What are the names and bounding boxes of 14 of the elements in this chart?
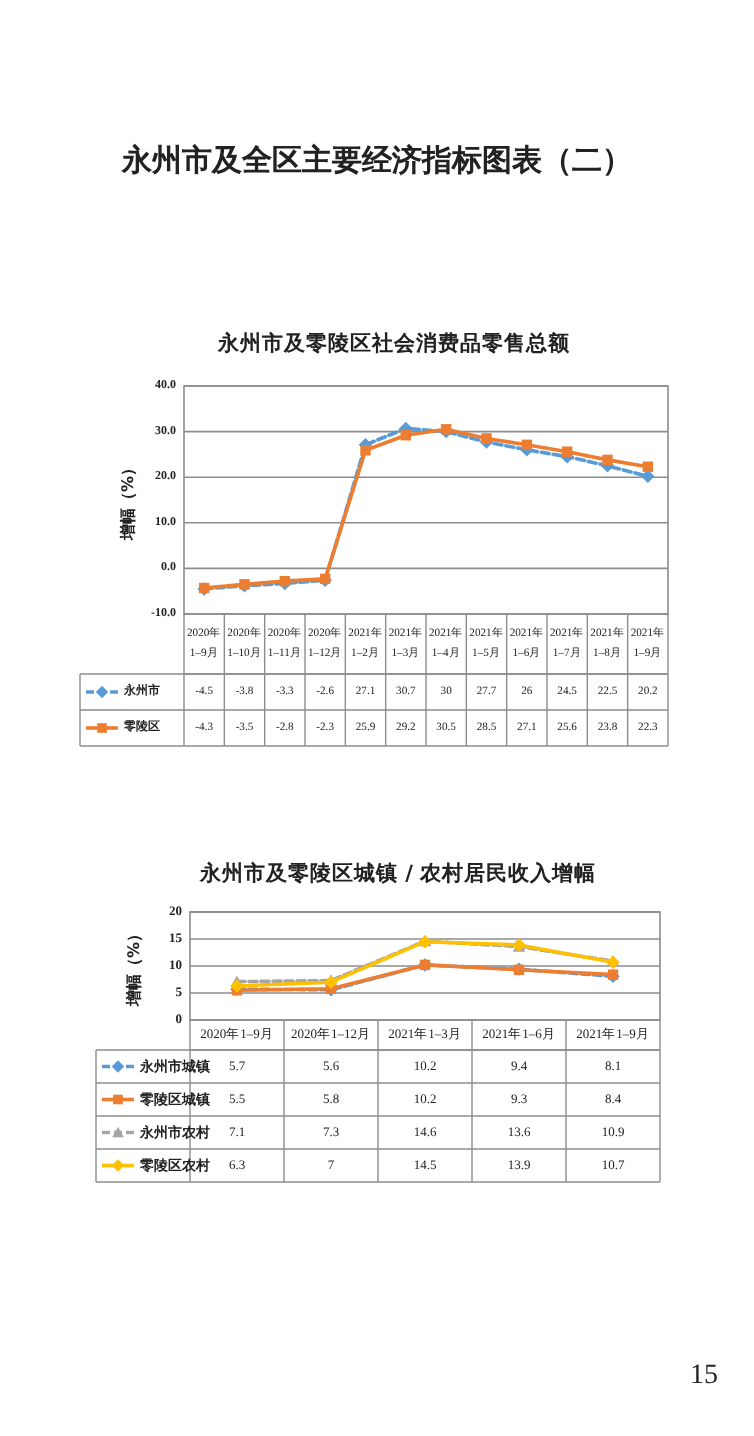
point: [521, 439, 533, 451]
point: [561, 446, 573, 457]
text: 永州市及全区主要经济指标图表（二）: [120, 142, 632, 178]
point: [642, 461, 654, 472]
point: [481, 433, 492, 444]
point: [400, 430, 412, 441]
point: [602, 454, 613, 466]
y-axis-title: 增幅（%）: [119, 459, 137, 543]
text: 15: [690, 1361, 718, 1391]
point: [360, 445, 371, 456]
y-axis-title: 增幅（%）: [125, 925, 143, 1009]
chart-title: 永州市及零陵区社会消费品零售总额: [216, 330, 572, 356]
point: [641, 469, 655, 484]
chart-title: 永州市及零陵区城镇 / 农村居民收入增幅: [197, 860, 597, 886]
